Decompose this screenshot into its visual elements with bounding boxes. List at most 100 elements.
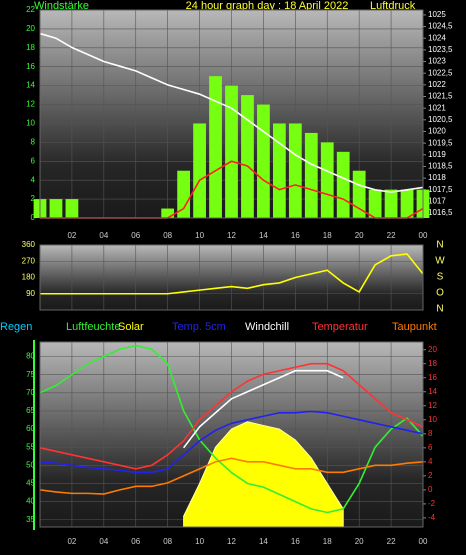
y-axis-label: Windstärke bbox=[34, 0, 89, 12]
legend-label: Windchill bbox=[245, 321, 289, 333]
y2-tick-label: 18 bbox=[428, 359, 437, 368]
plot-border bbox=[39, 9, 424, 219]
y2-tick-label: 1021 bbox=[428, 103, 446, 112]
y-tick-label: 40 bbox=[26, 497, 35, 506]
bar bbox=[304, 132, 318, 218]
chart-title: 24 hour graph day : 18 April 2022 bbox=[186, 0, 349, 12]
line bbox=[182, 369, 344, 449]
y-tick-label: 70 bbox=[26, 388, 35, 397]
y2-tick-label: 16 bbox=[428, 373, 437, 382]
plot-border bbox=[39, 244, 424, 311]
y2-tick-label: 20 bbox=[428, 345, 437, 354]
y2-tick-label: 1023,5 bbox=[428, 45, 453, 54]
y-tick-label: 65 bbox=[26, 406, 35, 415]
x-tick-label: 12 bbox=[227, 537, 236, 546]
x-tick-label: 02 bbox=[67, 231, 76, 240]
y-tick-label: 20 bbox=[26, 24, 35, 33]
y2-tick-label: 1023 bbox=[428, 57, 446, 66]
y-tick-label: 35 bbox=[26, 515, 35, 524]
y2-tick-label: 14 bbox=[428, 387, 437, 396]
y-tick-label: 8 bbox=[31, 137, 36, 146]
y-tick-label: 55 bbox=[26, 442, 35, 451]
bar bbox=[49, 199, 63, 218]
y2-tick-label: 4 bbox=[428, 457, 433, 466]
y-tick-label: 4 bbox=[31, 175, 36, 184]
area bbox=[183, 421, 344, 528]
bar bbox=[336, 151, 350, 218]
y2-tick-label: 1020,5 bbox=[428, 115, 453, 124]
x-tick-label: 16 bbox=[291, 537, 300, 546]
y-tick-label: 14 bbox=[26, 81, 35, 90]
bar bbox=[161, 208, 175, 218]
y-tick-label: 16 bbox=[26, 62, 35, 71]
y2-tick-label: 1022,5 bbox=[428, 68, 453, 77]
y-tick-label: 80 bbox=[26, 352, 35, 361]
y-tick-label: 75 bbox=[26, 370, 35, 379]
x-tick-label: 08 bbox=[163, 537, 172, 546]
y2-tick-label: 1022 bbox=[428, 80, 446, 89]
x-tick-label: 06 bbox=[131, 231, 140, 240]
x-tick-label: 14 bbox=[259, 537, 268, 546]
y2-tick-label: 1020 bbox=[428, 127, 446, 136]
line bbox=[39, 344, 424, 514]
y-tick-label: 12 bbox=[26, 100, 35, 109]
y-tick-label: 6 bbox=[31, 156, 36, 165]
line bbox=[40, 253, 424, 295]
x-tick-label: 14 bbox=[259, 231, 268, 240]
y-tick-label: 270 bbox=[22, 256, 36, 265]
y2-tick-label: -4 bbox=[428, 513, 436, 522]
y-tick-label: 2 bbox=[31, 194, 36, 203]
legend-label: Solar bbox=[118, 321, 144, 333]
y2-tick-label: 1019 bbox=[428, 150, 446, 159]
y2-tick-label: 1017 bbox=[428, 197, 446, 206]
x-tick-label: 22 bbox=[387, 537, 396, 546]
y2-tick-label: 1024 bbox=[428, 33, 446, 42]
y-tick-label: 60 bbox=[26, 424, 35, 433]
legend-label: Regen bbox=[0, 321, 32, 333]
compass-label: O bbox=[436, 288, 444, 299]
x-tick-label: 20 bbox=[355, 231, 364, 240]
y-tick-label: 45 bbox=[26, 479, 35, 488]
x-tick-label: 00 bbox=[419, 231, 428, 240]
y2-tick-label: 0 bbox=[428, 485, 433, 494]
y2-tick-label: 1019,5 bbox=[428, 138, 453, 147]
compass-label: N bbox=[436, 240, 443, 251]
y2-tick-label: 6 bbox=[428, 443, 433, 452]
y2-tick-label: 1018,5 bbox=[428, 162, 453, 171]
line bbox=[39, 362, 424, 470]
x-tick-label: 22 bbox=[387, 231, 396, 240]
y-tick-label: 10 bbox=[26, 119, 35, 128]
x-tick-label: 10 bbox=[195, 537, 204, 546]
bar bbox=[288, 123, 302, 218]
bar bbox=[177, 170, 191, 218]
y2-tick-label: 8 bbox=[428, 429, 433, 438]
x-tick-label: 16 bbox=[291, 231, 300, 240]
bar bbox=[65, 199, 79, 218]
x-tick-label: 18 bbox=[323, 537, 332, 546]
x-tick-label: 12 bbox=[227, 231, 236, 240]
legend-label: Taupunkt bbox=[392, 321, 437, 333]
y-tick-label: 360 bbox=[22, 240, 36, 249]
bar bbox=[225, 85, 238, 219]
y2-axis-label: Luftdruck bbox=[370, 0, 416, 12]
x-tick-label: 08 bbox=[163, 231, 172, 240]
y2-tick-label: 1021,5 bbox=[428, 92, 453, 101]
x-tick-label: 18 bbox=[323, 231, 332, 240]
line bbox=[39, 32, 424, 193]
bar bbox=[209, 76, 222, 218]
bar bbox=[193, 123, 206, 218]
bar bbox=[320, 142, 334, 218]
y2-tick-label: 1018 bbox=[428, 173, 446, 182]
y2-tick-label: 1025 bbox=[428, 10, 446, 19]
compass-label: S bbox=[437, 272, 444, 283]
legend-label: Luftfeuchte bbox=[66, 321, 120, 333]
y-tick-label: 90 bbox=[26, 289, 35, 298]
bar bbox=[400, 189, 414, 218]
legend-label: Temp. 5cm bbox=[172, 321, 226, 333]
bar bbox=[272, 123, 286, 218]
bar bbox=[241, 95, 254, 218]
x-tick-label: 00 bbox=[419, 537, 428, 546]
bar bbox=[384, 189, 398, 218]
legend-label: Temperatur bbox=[312, 321, 368, 333]
